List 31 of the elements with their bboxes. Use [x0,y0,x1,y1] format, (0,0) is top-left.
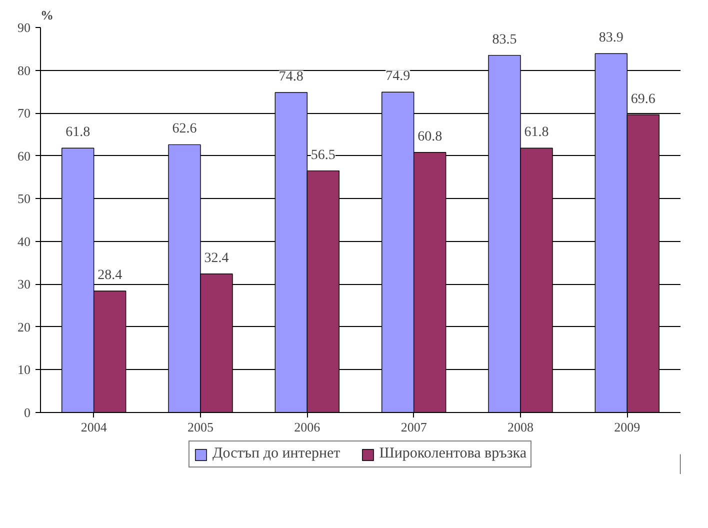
x-tick-label: 2008 [508,420,534,434]
y-tick-label: 10 [18,362,30,378]
data-label: 74.9 [386,69,410,84]
data-label: 61.8 [524,125,549,140]
y-tick-label: 0 [24,405,30,420]
x-tick-label: 2006 [294,420,321,434]
x-tick-label: 2009 [614,420,640,434]
data-label: 83.9 [598,30,624,46]
data-label: 32.4 [204,250,229,266]
data-label: 61.8 [66,125,90,140]
y-tick-label: 70 [18,106,30,121]
x-tick-label: 2005 [188,420,214,434]
data-label: 83.5 [492,32,517,48]
data-label: 60.8 [418,129,442,144]
data-label: 62.6 [172,122,197,137]
y-tick-label: 80 [18,62,30,78]
data-label: 28.4 [98,268,122,284]
data-label: 69.6 [630,92,656,107]
legend-label: Достъп до интернет [212,446,340,462]
legend-label: Широколентова връзка [379,446,527,462]
x-tick-label: 2004 [80,420,108,434]
data-label: 74.8 [278,70,304,85]
y-tick-label: 50 [18,191,30,206]
y-tick-label: 90 [18,20,30,35]
y-tick-label: 30 [18,276,30,292]
y-tick-label: 40 [18,234,30,249]
data-label: 56.5 [310,148,336,163]
y-tick-label: 20 [18,319,30,334]
y-axis-title: % [40,8,54,22]
y-tick-label: 60 [18,148,30,164]
x-tick-label: 2007 [400,420,428,434]
